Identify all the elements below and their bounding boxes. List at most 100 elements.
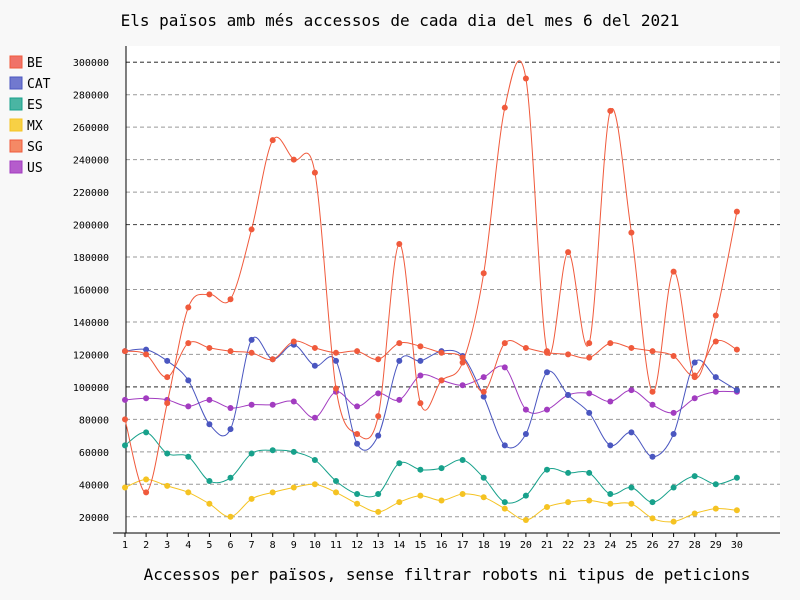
data-point-mx[interactable] bbox=[649, 515, 656, 522]
data-point-be[interactable] bbox=[586, 354, 593, 361]
data-point-es[interactable] bbox=[459, 456, 466, 463]
data-point-be[interactable] bbox=[417, 343, 424, 350]
data-point-us[interactable] bbox=[628, 387, 635, 394]
data-point-us[interactable] bbox=[290, 398, 297, 405]
data-point-cat[interactable] bbox=[206, 421, 213, 428]
data-point-es[interactable] bbox=[733, 474, 740, 481]
data-point-cat[interactable] bbox=[248, 336, 255, 343]
data-point-sg[interactable] bbox=[501, 104, 508, 111]
data-point-be[interactable] bbox=[733, 346, 740, 353]
data-point-be[interactable] bbox=[290, 338, 297, 345]
data-point-cat[interactable] bbox=[311, 362, 318, 369]
data-point-cat[interactable] bbox=[396, 357, 403, 364]
data-point-es[interactable] bbox=[143, 429, 150, 436]
data-point-be[interactable] bbox=[438, 349, 445, 356]
data-point-mx[interactable] bbox=[185, 489, 192, 496]
data-point-sg[interactable] bbox=[122, 416, 128, 423]
data-point-be[interactable] bbox=[185, 340, 192, 347]
data-point-mx[interactable] bbox=[691, 510, 698, 517]
legend[interactable]: BE CAT ES MX SG US bbox=[9, 55, 51, 176]
data-point-es[interactable] bbox=[269, 447, 276, 454]
data-point-sg[interactable] bbox=[333, 385, 339, 392]
data-point-es[interactable] bbox=[333, 478, 339, 485]
data-point-cat[interactable] bbox=[649, 453, 656, 460]
data-point-be[interactable] bbox=[522, 344, 529, 351]
data-point-cat[interactable] bbox=[565, 392, 572, 399]
data-point-es[interactable] bbox=[396, 460, 403, 467]
data-point-us[interactable] bbox=[649, 401, 656, 408]
data-point-mx[interactable] bbox=[438, 497, 445, 504]
data-point-sg[interactable] bbox=[417, 400, 424, 407]
data-point-be[interactable] bbox=[269, 356, 276, 363]
data-point-us[interactable] bbox=[143, 395, 150, 402]
data-point-be[interactable] bbox=[649, 348, 656, 355]
data-point-mx[interactable] bbox=[501, 505, 508, 512]
data-point-es[interactable] bbox=[712, 481, 719, 488]
data-point-sg[interactable] bbox=[480, 270, 487, 277]
data-point-cat[interactable] bbox=[354, 440, 361, 447]
data-point-cat[interactable] bbox=[501, 442, 508, 449]
data-point-be[interactable] bbox=[480, 388, 487, 395]
data-point-sg[interactable] bbox=[544, 348, 550, 355]
data-point-sg[interactable] bbox=[311, 169, 318, 176]
data-point-mx[interactable] bbox=[290, 484, 297, 491]
data-point-mx[interactable] bbox=[522, 517, 529, 524]
data-point-mx[interactable] bbox=[227, 513, 234, 520]
data-point-sg[interactable] bbox=[438, 377, 445, 384]
data-point-sg[interactable] bbox=[712, 312, 719, 319]
data-point-es[interactable] bbox=[565, 469, 572, 476]
data-point-be[interactable] bbox=[143, 351, 150, 358]
data-point-es[interactable] bbox=[480, 474, 487, 481]
data-point-sg[interactable] bbox=[375, 413, 382, 420]
legend-item-es[interactable]: ES bbox=[9, 97, 43, 113]
data-point-be[interactable] bbox=[375, 356, 382, 363]
data-point-mx[interactable] bbox=[417, 492, 424, 499]
data-point-be[interactable] bbox=[227, 348, 234, 355]
data-point-es[interactable] bbox=[438, 465, 445, 472]
data-point-cat[interactable] bbox=[333, 357, 339, 364]
data-point-us[interactable] bbox=[227, 405, 234, 412]
data-point-es[interactable] bbox=[290, 448, 297, 455]
data-point-mx[interactable] bbox=[670, 518, 677, 525]
data-point-sg[interactable] bbox=[459, 359, 466, 366]
data-point-us[interactable] bbox=[501, 364, 508, 371]
data-point-us[interactable] bbox=[670, 409, 677, 416]
data-point-sg[interactable] bbox=[143, 489, 150, 496]
data-point-es[interactable] bbox=[649, 499, 656, 506]
data-point-sg[interactable] bbox=[733, 208, 740, 215]
data-point-sg[interactable] bbox=[691, 374, 698, 381]
data-point-be[interactable] bbox=[206, 344, 213, 351]
data-point-sg[interactable] bbox=[649, 388, 656, 395]
data-point-mx[interactable] bbox=[459, 491, 466, 498]
data-point-mx[interactable] bbox=[375, 508, 382, 515]
data-point-mx[interactable] bbox=[733, 507, 740, 514]
data-point-es[interactable] bbox=[164, 450, 171, 457]
data-point-us[interactable] bbox=[311, 414, 318, 421]
data-point-us[interactable] bbox=[522, 406, 529, 413]
data-point-mx[interactable] bbox=[164, 482, 171, 489]
data-point-es[interactable] bbox=[501, 499, 508, 506]
data-point-mx[interactable] bbox=[565, 499, 572, 506]
data-point-es[interactable] bbox=[544, 466, 550, 473]
data-point-es[interactable] bbox=[691, 473, 698, 480]
data-point-mx[interactable] bbox=[628, 500, 635, 507]
data-point-mx[interactable] bbox=[248, 495, 255, 502]
data-point-be[interactable] bbox=[670, 353, 677, 360]
legend-item-be[interactable]: BE bbox=[9, 55, 43, 71]
data-point-sg[interactable] bbox=[248, 226, 255, 233]
data-point-sg[interactable] bbox=[164, 400, 171, 407]
data-point-us[interactable] bbox=[586, 390, 593, 397]
data-point-be[interactable] bbox=[501, 340, 508, 347]
data-point-sg[interactable] bbox=[670, 268, 677, 275]
data-point-sg[interactable] bbox=[586, 340, 593, 347]
data-point-es[interactable] bbox=[122, 442, 128, 449]
data-point-sg[interactable] bbox=[396, 241, 403, 248]
data-point-mx[interactable] bbox=[354, 500, 361, 507]
data-point-us[interactable] bbox=[544, 406, 550, 413]
data-point-sg[interactable] bbox=[185, 304, 192, 311]
data-point-es[interactable] bbox=[354, 491, 361, 498]
data-point-mx[interactable] bbox=[712, 505, 719, 512]
data-point-cat[interactable] bbox=[628, 429, 635, 436]
data-point-us[interactable] bbox=[607, 398, 614, 405]
data-point-es[interactable] bbox=[227, 474, 234, 481]
